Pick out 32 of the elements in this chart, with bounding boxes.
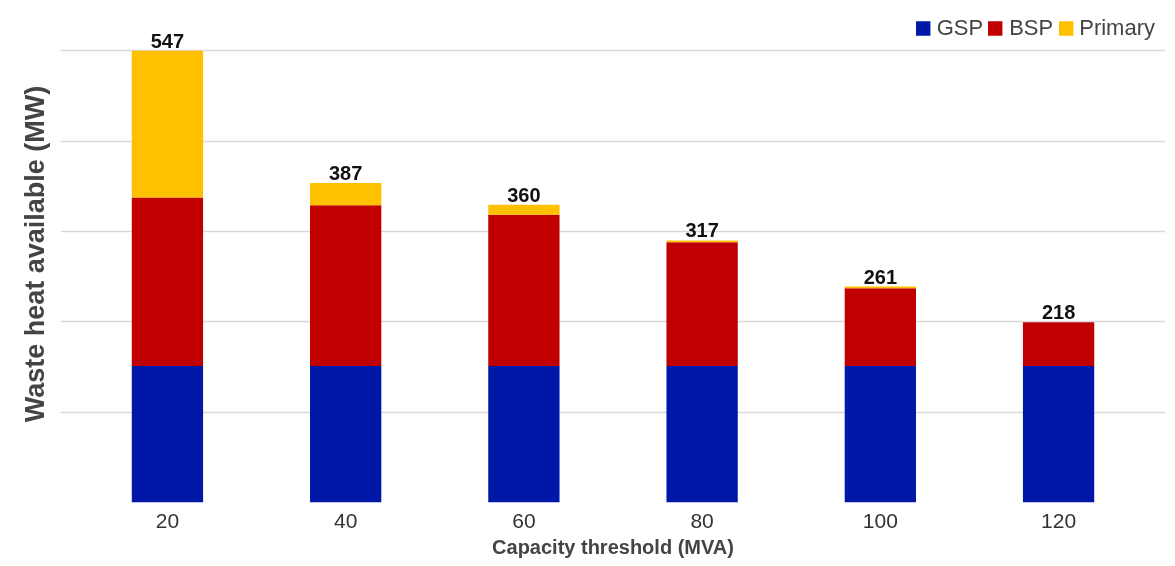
annotation: 218 [1041,301,1076,324]
annotation: 261 [863,265,898,288]
x-tick-label: 120 [1041,508,1077,532]
x-axis-title: Capacity threshold (MVA) [492,535,734,558]
bar [666,242,738,367]
annotation: 547 [150,29,185,52]
bar [310,205,382,367]
bar [131,366,204,503]
legend-label: BSP [1009,15,1054,41]
x-tick-label: 40 [333,508,358,532]
x-tick-label: 100 [862,508,898,532]
bar [310,183,382,206]
bar [310,366,382,503]
bar [131,50,204,198]
bar [666,366,738,503]
x-tick-label: 80 [690,508,714,532]
bar [1022,322,1095,367]
bar [1022,366,1095,503]
legend-label: Primary [1079,15,1155,41]
legend-label: GSP [936,15,984,41]
annotation: 317 [685,219,719,242]
y-axis-title: Waste heat available (MW) [19,85,50,423]
annotation: 387 [328,162,363,185]
bar [131,197,204,367]
bar [488,204,560,215]
bar [844,366,916,503]
annotation: 360 [507,183,541,206]
x-tick-label: 20 [155,508,180,532]
bar [488,366,560,503]
bar [844,288,916,367]
x-tick-label: 60 [512,508,536,532]
bar [488,214,560,367]
